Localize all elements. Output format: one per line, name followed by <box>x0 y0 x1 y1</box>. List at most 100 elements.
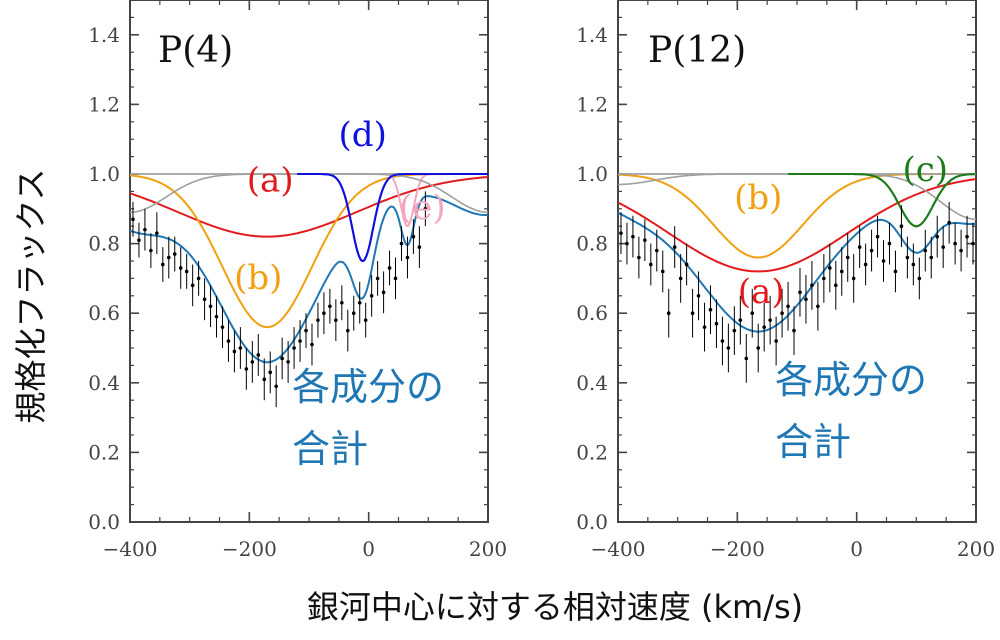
data-point <box>190 283 195 288</box>
data-point <box>208 304 213 309</box>
data-point <box>649 262 653 267</box>
data-point <box>798 290 802 295</box>
data-point <box>726 346 731 350</box>
data-point <box>244 367 249 371</box>
data-point <box>423 207 428 211</box>
y-tick-label: 0.2 <box>88 440 120 464</box>
data-point <box>292 346 296 350</box>
data-point <box>214 314 219 319</box>
data-point <box>965 234 969 239</box>
data-point <box>917 276 922 281</box>
data-point <box>923 248 928 253</box>
x-tick-label: 200 <box>957 537 995 561</box>
data-point <box>226 339 231 343</box>
x-tick-label: −400 <box>103 537 158 561</box>
data-point <box>816 304 820 309</box>
y-tick-label: 0.6 <box>576 301 608 325</box>
component-curve-a <box>618 178 976 273</box>
y-tick-label: 0.4 <box>576 371 608 395</box>
data-point <box>328 304 332 309</box>
data-point <box>637 255 641 260</box>
data-point <box>286 360 290 364</box>
data-point <box>857 245 862 249</box>
panel-p4: −400 −200 0 200 0.0 0.2 0.4 0.6 0.8 1.0 1.2 1.4 (a) (… <box>88 0 507 561</box>
y-tick-label: 0.4 <box>88 371 120 395</box>
data-point <box>387 266 392 270</box>
data-point <box>660 269 665 274</box>
data-point <box>172 252 177 256</box>
sum-curve <box>618 211 976 333</box>
data-point <box>250 360 255 364</box>
data-point <box>184 269 189 274</box>
sum-label: 各成分の <box>775 358 927 402</box>
data-point <box>654 248 659 253</box>
panel-title: P(4) <box>158 30 233 71</box>
data-point <box>381 290 386 295</box>
data-point <box>893 269 898 274</box>
data-point <box>131 217 135 222</box>
component-curve-d-top <box>297 173 488 263</box>
data-point <box>399 241 404 246</box>
x-axis-title: 銀河中心に対する相対速度 (km/s) <box>307 588 803 626</box>
data-point <box>780 311 784 316</box>
data-point <box>899 224 904 228</box>
data-points <box>619 201 975 383</box>
data-point <box>316 318 320 322</box>
data-point <box>268 370 273 375</box>
data-point <box>768 318 772 322</box>
data-point <box>851 276 856 281</box>
component-label-d: (d) <box>339 115 387 155</box>
data-point <box>280 356 284 361</box>
data-point <box>411 234 416 239</box>
y-tick-label: 1.4 <box>88 23 120 47</box>
x-tick-label: −400 <box>591 537 646 561</box>
data-point <box>345 328 350 333</box>
data-point <box>232 349 237 354</box>
data-points <box>131 191 428 408</box>
data-point <box>363 318 368 322</box>
y-tick-label: 0.2 <box>576 440 608 464</box>
data-point <box>929 255 934 260</box>
data-point <box>369 294 374 298</box>
data-point <box>690 311 695 316</box>
curves <box>130 173 488 364</box>
data-point <box>666 311 671 316</box>
component-curve-d <box>297 173 488 263</box>
y-tick-label: 0.6 <box>88 301 120 325</box>
data-point <box>833 283 838 288</box>
x-tick-label: 0 <box>850 537 863 561</box>
data-point <box>887 241 892 246</box>
data-point <box>684 262 689 267</box>
data-point <box>935 234 940 239</box>
data-point <box>161 262 165 267</box>
data-point <box>619 231 623 235</box>
y-tick-label: 1.4 <box>576 23 608 47</box>
data-point <box>405 255 410 260</box>
sum-curve <box>130 195 488 364</box>
curves <box>618 173 976 333</box>
data-point <box>959 248 963 253</box>
data-point <box>720 339 725 343</box>
data-point <box>334 318 338 322</box>
component-label-b: (b) <box>234 258 282 298</box>
data-point <box>678 276 683 281</box>
data-point <box>708 307 713 312</box>
component-curve-c-top <box>788 173 976 228</box>
data-point <box>822 276 826 281</box>
data-point <box>304 328 308 333</box>
y-axis-title: 規格化フラックス <box>12 168 50 423</box>
data-point <box>714 321 719 326</box>
data-point <box>274 384 278 389</box>
sum-label: 各成分の <box>292 365 444 409</box>
data-point <box>155 231 159 235</box>
data-point <box>178 266 183 270</box>
data-point <box>828 266 832 270</box>
data-point <box>869 248 874 253</box>
y-tick-label: 0.0 <box>88 510 120 534</box>
data-point <box>322 311 326 316</box>
data-point <box>143 227 147 232</box>
x-tick-label: −200 <box>222 537 277 561</box>
panel-p12: −400 −200 0 200 0.0 0.2 0.4 0.6 0.8 1.0 1.2 1.4 (a) (… <box>576 0 995 561</box>
data-point <box>238 346 243 350</box>
data-point <box>696 294 701 298</box>
